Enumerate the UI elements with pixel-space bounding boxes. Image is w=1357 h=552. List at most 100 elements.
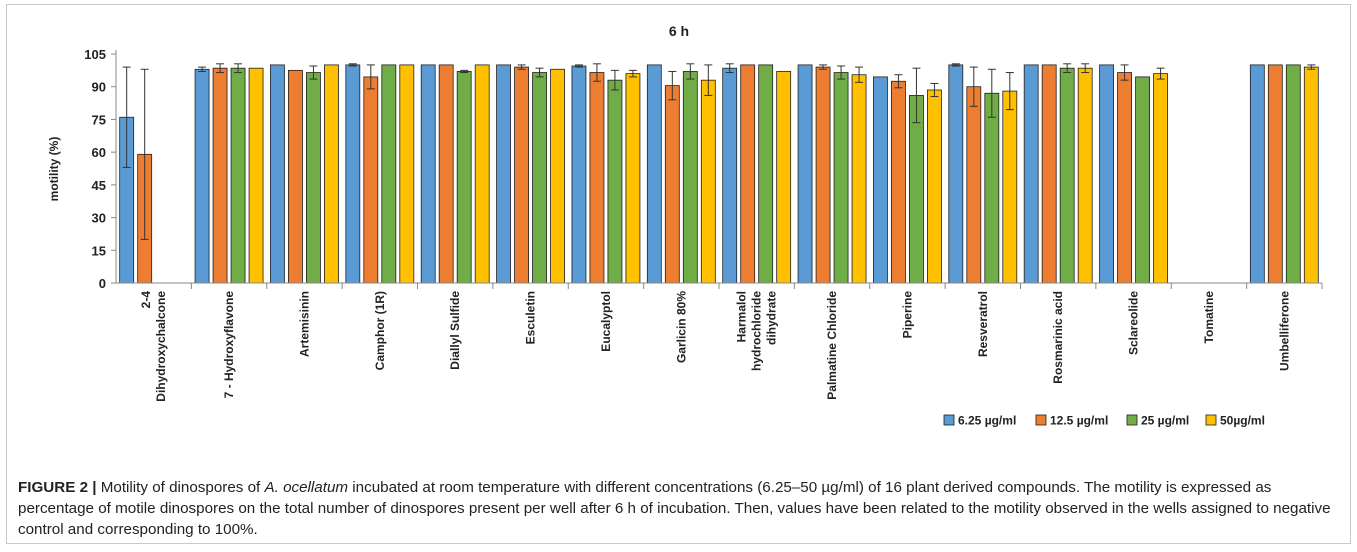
x-tick-label-line: Harmalol xyxy=(735,291,749,342)
bar xyxy=(626,74,640,283)
x-tick-label: Sclareolide xyxy=(1127,291,1141,355)
bar xyxy=(798,65,812,283)
legend-swatch xyxy=(1206,415,1216,425)
bar xyxy=(249,68,263,283)
bar xyxy=(439,65,453,283)
bar xyxy=(1003,91,1017,283)
bar-chart: 6 h motility (%) 0 15 30 45 60 75 90 105 2-4Dih… xyxy=(0,0,1357,470)
x-tick-label: 7 - Hydroxyflavone xyxy=(222,291,236,399)
x-tick-label: Camphor (1R) xyxy=(373,291,387,370)
y-tick-label: 75 xyxy=(92,112,106,127)
x-tick-label-line: Eucalyptol xyxy=(599,291,613,352)
bar xyxy=(608,80,622,283)
bar xyxy=(683,71,697,283)
x-tick-label: Harmalolhydrochloridedihydrate xyxy=(735,291,779,371)
legend-swatch xyxy=(1036,415,1046,425)
bar xyxy=(1024,65,1038,283)
x-tick-label-line: Sclareolide xyxy=(1127,291,1141,355)
bar xyxy=(777,71,791,283)
y-tick-label: 60 xyxy=(92,145,106,160)
x-tick-label-line: Umbelliferone xyxy=(1277,291,1291,371)
bar xyxy=(891,81,905,283)
bar xyxy=(270,65,284,283)
y-tick-label: 0 xyxy=(99,276,106,291)
bar xyxy=(1136,77,1150,283)
legend-swatch xyxy=(1127,415,1137,425)
bar xyxy=(701,80,715,283)
y-tick-label: 105 xyxy=(84,47,106,62)
legend-label: 6.25 µg/ml xyxy=(958,414,1016,428)
x-tick-label: Diallyl Sulfide xyxy=(448,291,462,370)
x-tick-label: Resveratrol xyxy=(976,291,990,357)
bar xyxy=(533,73,547,283)
x-tick-label-line: Piperine xyxy=(900,291,914,339)
x-tick-label-line: Camphor (1R) xyxy=(373,291,387,370)
x-tick-label-line: dihydrate xyxy=(765,291,779,345)
x-tick-label-line: Garlicin 80% xyxy=(674,291,688,363)
bar xyxy=(665,86,679,283)
x-tick-label-line: Dihydroxychalcone xyxy=(154,291,168,402)
caption-species: A. ocellatum xyxy=(265,479,349,496)
bar xyxy=(723,68,737,283)
x-tick-label: Eucalyptol xyxy=(599,291,613,352)
bar xyxy=(741,65,755,283)
bar xyxy=(949,65,963,283)
x-tick-label: Piperine xyxy=(900,291,914,339)
x-tick-label-line: Resveratrol xyxy=(976,291,990,357)
y-tick-label: 15 xyxy=(92,243,106,258)
bar xyxy=(590,73,604,283)
legend-label: 25 µg/ml xyxy=(1141,414,1189,428)
bar xyxy=(834,73,848,283)
bar xyxy=(1042,65,1056,283)
bar xyxy=(1286,65,1300,283)
x-tick-label-line: hydrochloride xyxy=(750,291,764,371)
bar xyxy=(213,68,227,283)
bar xyxy=(231,68,245,283)
bar xyxy=(1304,67,1318,283)
bar xyxy=(382,65,396,283)
bar xyxy=(346,65,360,283)
bar xyxy=(400,65,414,283)
figure-caption: FIGURE 2 | Motility of dinospores of A. … xyxy=(18,477,1338,540)
x-tick-label-line: Esculetin xyxy=(524,291,538,344)
x-tick-label: Rosmarinic acid xyxy=(1051,291,1065,384)
x-tick-label-line: Palmatine Chloride xyxy=(825,291,839,400)
bar xyxy=(306,73,320,283)
legend: 6.25 µg/ml 12.5 µg/ml 25 µg/ml 50µg/ml xyxy=(944,414,1265,428)
bar xyxy=(457,71,471,283)
bar xyxy=(1060,68,1074,283)
chart-title: 6 h xyxy=(669,23,689,39)
bar xyxy=(1268,65,1282,283)
bar xyxy=(475,65,489,283)
x-tick-label: 2-4Dihydroxychalcone xyxy=(139,291,168,402)
bars-group xyxy=(120,65,1319,283)
y-axis-label: motility (%) xyxy=(47,137,61,202)
bar xyxy=(324,65,338,283)
legend-label: 50µg/ml xyxy=(1220,414,1265,428)
y-tick-label: 30 xyxy=(92,211,106,226)
bar xyxy=(1100,65,1114,283)
legend-label: 12.5 µg/ml xyxy=(1050,414,1108,428)
bar xyxy=(1250,65,1264,283)
bar xyxy=(364,77,378,283)
caption-label: FIGURE 2 | xyxy=(18,479,97,496)
x-tick-label: Umbelliferone xyxy=(1277,291,1291,371)
bar xyxy=(1154,74,1168,283)
bar xyxy=(909,95,923,283)
x-tick-label: Artemisinin xyxy=(297,291,311,357)
x-tick-label: Esculetin xyxy=(524,291,538,344)
x-tick-label-line: Artemisinin xyxy=(297,291,311,357)
x-tick-label: Palmatine Chloride xyxy=(825,291,839,400)
bar xyxy=(967,87,981,283)
bar xyxy=(421,65,435,283)
bar xyxy=(852,75,866,283)
x-tick-label: Tomatine xyxy=(1202,291,1216,344)
y-tick-label: 90 xyxy=(92,80,106,95)
x-tick-label-line: 2-4 xyxy=(139,291,153,309)
bar xyxy=(1078,68,1092,283)
x-tick-label: Garlicin 80% xyxy=(674,291,688,363)
x-tick-label-line: Rosmarinic acid xyxy=(1051,291,1065,384)
bar xyxy=(759,65,773,283)
x-tick-label-line: Diallyl Sulfide xyxy=(448,291,462,370)
bar xyxy=(515,67,529,283)
